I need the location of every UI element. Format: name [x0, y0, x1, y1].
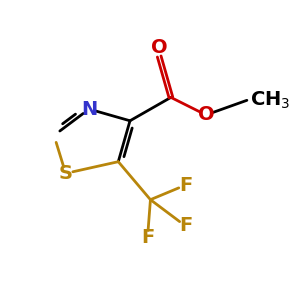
Text: F: F — [141, 228, 154, 247]
Text: F: F — [179, 176, 192, 195]
Text: O: O — [151, 38, 167, 57]
Text: CH$_3$: CH$_3$ — [250, 90, 290, 111]
Text: S: S — [59, 164, 73, 183]
Text: N: N — [81, 100, 97, 118]
Text: F: F — [179, 217, 192, 236]
Text: O: O — [198, 105, 214, 124]
